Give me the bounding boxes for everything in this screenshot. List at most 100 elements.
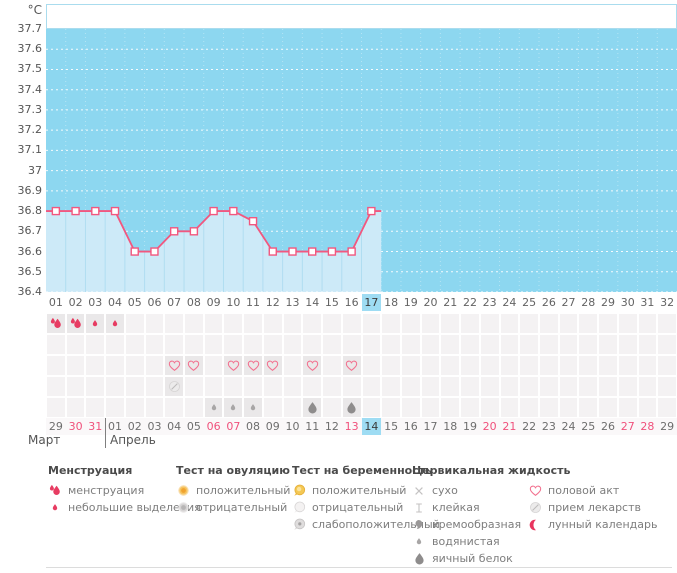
grid-cell-menstruation-day-32[interactable] (658, 314, 676, 333)
grid-cell-cervical-fluid-day-11[interactable] (244, 398, 262, 417)
grid-cell-medication-day-17[interactable] (362, 377, 381, 396)
temp-point-day-1[interactable] (51, 206, 61, 216)
grid-cell-intercourse-day-10[interactable] (224, 356, 243, 375)
grid-cell-medication-day-16[interactable] (342, 377, 361, 396)
grid-cell-tests-day-30[interactable] (618, 335, 637, 354)
grid-cell-cervical-fluid-day-26[interactable] (539, 398, 558, 417)
grid-cell-tests-day-9[interactable] (204, 335, 223, 354)
grid-cell-menstruation-day-26[interactable] (539, 314, 558, 333)
grid-cell-cervical-fluid-day-14[interactable] (303, 398, 322, 417)
grid-cell-tests-day-16[interactable] (342, 335, 361, 354)
grid-cell-cervical-fluid-day-25[interactable] (520, 398, 538, 417)
grid-cell-intercourse-day-30[interactable] (618, 356, 637, 375)
grid-cell-menstruation-day-2[interactable] (66, 314, 85, 333)
grid-cell-menstruation-day-19[interactable] (401, 314, 420, 333)
grid-cell-menstruation-day-23[interactable] (480, 314, 499, 333)
grid-cell-intercourse-day-25[interactable] (520, 356, 538, 375)
temp-point-day-16[interactable] (347, 247, 356, 256)
grid-cell-intercourse-day-19[interactable] (401, 356, 420, 375)
grid-cell-medication-day-5[interactable] (125, 377, 144, 396)
grid-cell-intercourse-day-11[interactable] (244, 356, 262, 375)
grid-cell-menstruation-day-31[interactable] (638, 314, 657, 333)
cycle-day-10[interactable]: 10 (226, 296, 241, 309)
cycle-day-27[interactable]: 27 (561, 296, 576, 309)
grid-cell-medication-day-25[interactable] (520, 377, 538, 396)
grid-cell-tests-day-13[interactable] (283, 335, 302, 354)
cycle-day-22[interactable]: 22 (462, 296, 477, 309)
temp-point-day-3[interactable] (91, 206, 100, 216)
grid-cell-medication-day-27[interactable] (559, 377, 578, 396)
cycle-day-18[interactable]: 18 (384, 296, 399, 309)
cycle-day-30[interactable]: 30 (620, 296, 635, 309)
grid-cell-medication-day-31[interactable] (638, 377, 657, 396)
grid-cell-intercourse-day-7[interactable] (165, 356, 184, 375)
temp-point-day-4[interactable] (110, 206, 120, 216)
grid-cell-medication-day-10[interactable] (224, 377, 243, 396)
grid-cell-medication-day-13[interactable] (283, 377, 302, 396)
grid-cell-cervical-fluid-day-27[interactable] (559, 398, 578, 417)
grid-cell-cervical-fluid-day-6[interactable] (145, 398, 164, 417)
grid-cell-tests-day-8[interactable] (185, 335, 203, 354)
grid-cell-cervical-fluid-day-17[interactable] (362, 398, 381, 417)
grid-cell-intercourse-day-15[interactable] (323, 356, 341, 375)
grid-cell-menstruation-day-1[interactable] (47, 314, 65, 333)
grid-cell-intercourse-day-26[interactable] (539, 356, 558, 375)
temp-point-day-9[interactable] (209, 206, 218, 216)
grid-cell-intercourse-day-6[interactable] (145, 356, 164, 375)
grid-cell-medication-day-29[interactable] (599, 377, 617, 396)
grid-cell-tests-day-5[interactable] (125, 335, 144, 354)
cycle-day-25[interactable]: 25 (522, 296, 537, 309)
cycle-day-24[interactable]: 24 (502, 296, 517, 309)
cycle-day-28[interactable]: 28 (581, 296, 596, 309)
cycle-day-12[interactable]: 12 (265, 296, 280, 309)
grid-cell-menstruation-day-28[interactable] (579, 314, 598, 333)
grid-cell-medication-day-18[interactable] (382, 377, 400, 396)
grid-cell-medication-day-9[interactable] (204, 377, 223, 396)
grid-cell-cervical-fluid-day-12[interactable] (263, 398, 282, 417)
cycle-day-32[interactable]: 32 (660, 296, 675, 309)
grid-cell-menstruation-day-24[interactable] (500, 314, 519, 333)
grid-cell-cervical-fluid-day-32[interactable] (658, 398, 676, 417)
grid-cell-tests-day-3[interactable] (86, 335, 105, 354)
grid-cell-medication-day-20[interactable] (421, 377, 440, 396)
grid-cell-intercourse-day-24[interactable] (500, 356, 519, 375)
grid-cell-tests-day-26[interactable] (539, 335, 558, 354)
grid-cell-menstruation-day-8[interactable] (185, 314, 203, 333)
grid-cell-medication-day-30[interactable] (618, 377, 637, 396)
temp-point-day-15[interactable] (327, 247, 337, 256)
grid-cell-cervical-fluid-day-10[interactable] (224, 398, 243, 417)
grid-cell-intercourse-day-9[interactable] (204, 356, 223, 375)
grid-cell-menstruation-day-6[interactable] (145, 314, 164, 333)
grid-cell-intercourse-day-13[interactable] (283, 356, 302, 375)
grid-cell-medication-day-28[interactable] (579, 377, 598, 396)
grid-cell-cervical-fluid-day-16[interactable] (342, 398, 361, 417)
grid-cell-tests-day-24[interactable] (500, 335, 519, 354)
grid-cell-menstruation-day-27[interactable] (559, 314, 578, 333)
grid-cell-intercourse-day-12[interactable] (263, 356, 282, 375)
grid-cell-menstruation-day-10[interactable] (224, 314, 243, 333)
grid-cell-menstruation-day-20[interactable] (421, 314, 440, 333)
grid-cell-intercourse-day-29[interactable] (599, 356, 617, 375)
grid-cell-menstruation-day-5[interactable] (125, 314, 144, 333)
grid-cell-medication-day-3[interactable] (86, 377, 105, 396)
grid-cell-medication-day-22[interactable] (461, 377, 479, 396)
grid-cell-medication-day-7[interactable] (165, 377, 184, 396)
cycle-day-23[interactable]: 23 (482, 296, 497, 309)
grid-cell-medication-day-15[interactable] (323, 377, 341, 396)
grid-cell-menstruation-day-14[interactable] (303, 314, 322, 333)
grid-cell-intercourse-day-28[interactable] (579, 356, 598, 375)
grid-cell-tests-day-25[interactable] (520, 335, 538, 354)
temp-point-day-13[interactable] (288, 247, 297, 256)
grid-cell-cervical-fluid-day-22[interactable] (461, 398, 479, 417)
grid-cell-tests-day-19[interactable] (401, 335, 420, 354)
grid-cell-intercourse-day-22[interactable] (461, 356, 479, 375)
temp-point-day-5[interactable] (130, 247, 139, 256)
grid-cell-cervical-fluid-day-1[interactable] (47, 398, 65, 417)
grid-cell-tests-day-14[interactable] (303, 335, 322, 354)
grid-cell-medication-day-4[interactable] (106, 377, 124, 396)
grid-cell-cervical-fluid-day-23[interactable] (480, 398, 499, 417)
grid-cell-medication-day-1[interactable] (47, 377, 65, 396)
grid-cell-cervical-fluid-day-21[interactable] (441, 398, 460, 417)
grid-cell-medication-day-6[interactable] (145, 377, 164, 396)
grid-cell-menstruation-day-7[interactable] (165, 314, 184, 333)
